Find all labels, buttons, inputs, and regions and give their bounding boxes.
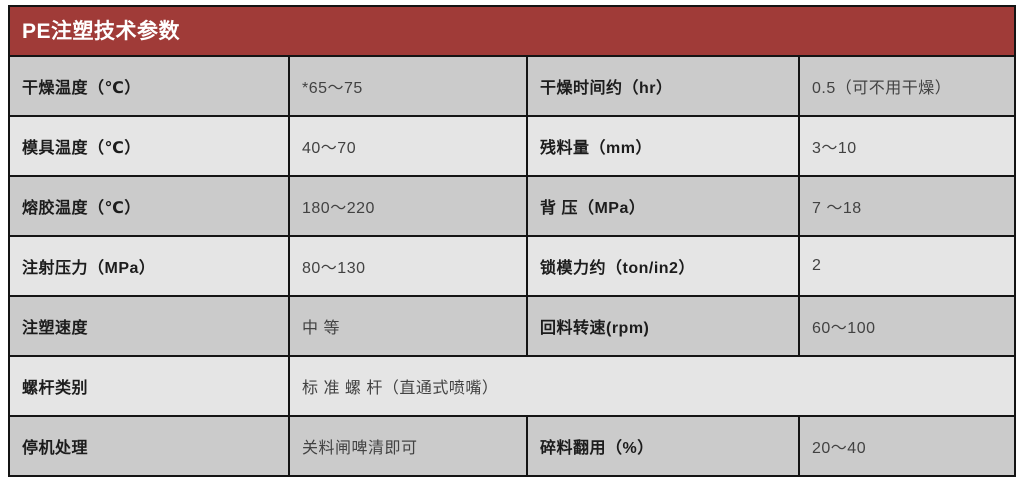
residual-material-label: 残料量（mm）	[526, 115, 800, 177]
pe-injection-parameters-table: PE注塑技术参数 干燥温度（℃） *65～75 干燥时间约（hr） 0.5（可不…	[7, 5, 1017, 477]
table-row: 干燥温度（℃） *65～75 干燥时间约（hr） 0.5（可不用干燥）	[8, 55, 1017, 117]
table-row: 螺杆类别 标 准 螺 杆（直通式喷嘴）	[8, 355, 1017, 417]
screw-speed-label: 回料转速(rpm)	[526, 295, 800, 357]
clamping-force-value: 2	[797, 235, 1017, 297]
table-row: 停机处理 关料闸啤清即可 碎料翻用（%） 20～40	[8, 415, 1017, 477]
table-row: 熔胶温度（℃） 180～220 背 压（MPa） 7 ～18	[8, 175, 1017, 237]
table-row: 注塑速度 中 等 回料转速(rpm) 60～100	[8, 295, 1017, 357]
drying-time-label: 干燥时间约（hr）	[526, 55, 800, 117]
shutdown-procedure-value: 关料闸啤清即可	[288, 415, 528, 477]
clamping-force-label: 锁模力约（ton/in2）	[526, 235, 800, 297]
drying-temp-value: *65～75	[288, 55, 528, 117]
regrind-usage-label: 碎料翻用（%）	[526, 415, 800, 477]
drying-temp-label: 干燥温度（℃）	[8, 55, 290, 117]
injection-speed-value: 中 等	[288, 295, 528, 357]
screw-type-label: 螺杆类别	[8, 355, 290, 417]
melt-temp-label: 熔胶温度（℃）	[8, 175, 290, 237]
mold-temp-value: 40～70	[288, 115, 528, 177]
screw-speed-value: 60～100	[797, 295, 1017, 357]
table-row: 注射压力（MPa） 80～130 锁模力约（ton/in2） 2	[8, 235, 1017, 297]
regrind-usage-value: 20～40	[797, 415, 1017, 477]
residual-material-value: 3～10	[797, 115, 1017, 177]
injection-pressure-value: 80～130	[288, 235, 528, 297]
melt-temp-value: 180～220	[288, 175, 528, 237]
table-title: PE注塑技术参数	[7, 5, 1017, 57]
mold-temp-label: 模具温度（℃）	[8, 115, 290, 177]
injection-speed-label: 注塑速度	[8, 295, 290, 357]
drying-time-value: 0.5（可不用干燥）	[797, 55, 1017, 117]
injection-pressure-label: 注射压力（MPa）	[8, 235, 290, 297]
table-row: 模具温度（℃） 40～70 残料量（mm） 3～10	[8, 115, 1017, 177]
shutdown-procedure-label: 停机处理	[8, 415, 290, 477]
back-pressure-label: 背 压（MPa）	[526, 175, 800, 237]
screw-type-value: 标 准 螺 杆（直通式喷嘴）	[287, 355, 1017, 417]
table-header-row: PE注塑技术参数	[7, 5, 1017, 57]
back-pressure-value: 7 ～18	[797, 175, 1017, 237]
